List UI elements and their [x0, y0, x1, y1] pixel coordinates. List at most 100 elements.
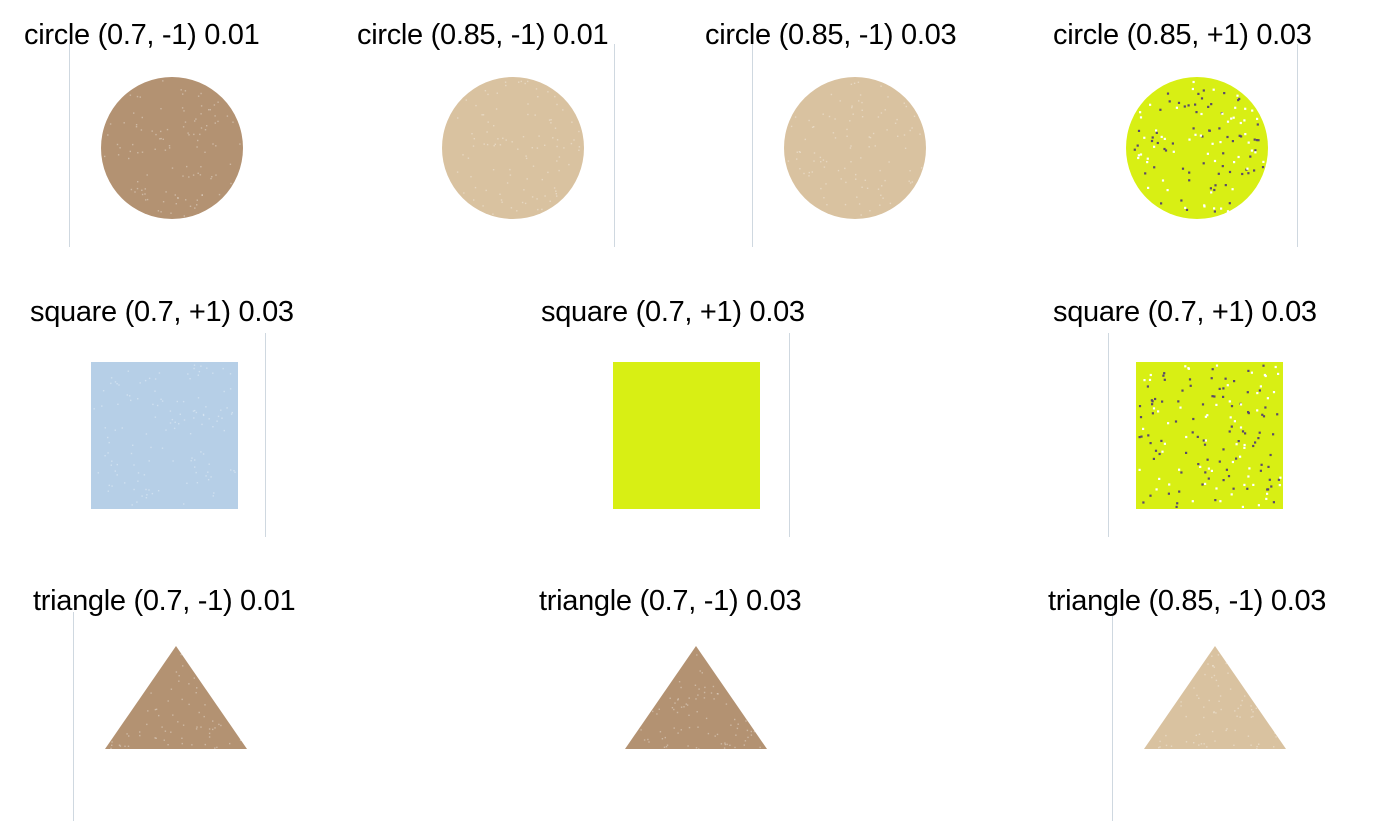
- speckle-dot: [473, 138, 475, 140]
- speckle-dot: [1239, 121, 1242, 125]
- speckle-dot: [1218, 387, 1221, 390]
- speckle-dot: [1241, 699, 1243, 702]
- speckle-dot: [1185, 435, 1188, 439]
- speckle-dot: [1225, 468, 1228, 471]
- speckle-dot: [852, 113, 854, 115]
- speckle-dot: [191, 744, 193, 746]
- speckle-dot: [828, 115, 831, 118]
- speckle-dot: [202, 413, 205, 416]
- speckle-dot: [126, 733, 128, 735]
- speckle-dot: [457, 117, 459, 119]
- speckle-dot: [851, 106, 853, 109]
- speckle-dot: [859, 94, 862, 96]
- speckle-dot: [858, 100, 860, 102]
- speckle-dot: [787, 160, 790, 162]
- speckle-dot: [1154, 449, 1158, 452]
- speckle-dot: [1150, 139, 1154, 143]
- speckle-dot: [558, 169, 560, 172]
- speckle-dot: [145, 199, 147, 201]
- cell-label: circle (0.85, -1) 0.01: [357, 19, 609, 51]
- speckle-dot: [201, 423, 203, 426]
- speckle-dot: [1161, 450, 1164, 453]
- speckle-dot: [1227, 672, 1229, 674]
- speckle-dot: [1246, 391, 1249, 394]
- speckle-dot: [1252, 715, 1254, 718]
- speckle-dot: [547, 171, 549, 174]
- speckle-dot: [743, 744, 745, 746]
- speckle-dot: [502, 137, 504, 139]
- speckle-dot: [1191, 500, 1194, 503]
- speckle-dot: [796, 158, 798, 160]
- speckle-dot: [1250, 371, 1253, 374]
- speckle-dot: [699, 670, 701, 672]
- speckle-dot: [213, 492, 215, 494]
- speckle-dot: [1161, 400, 1164, 403]
- speckle-dot: [133, 464, 135, 466]
- speckle-dot: [1187, 104, 1190, 107]
- speckle-dot: [523, 189, 525, 191]
- speckle-dot: [813, 160, 815, 162]
- speckle-dot: [467, 157, 470, 159]
- speckle-dot: [1142, 501, 1145, 504]
- speckle-dot: [482, 114, 485, 116]
- speckle-dot: [556, 145, 558, 148]
- speckle-dot: [487, 121, 489, 123]
- speckle-dot: [1159, 108, 1162, 111]
- speckle-dot: [162, 80, 164, 82]
- speckle-dot: [510, 207, 513, 209]
- speckle-dot: [1176, 502, 1179, 505]
- speckle-dot: [141, 495, 143, 497]
- speckle-dot: [844, 203, 847, 206]
- speckle-dot: [1213, 159, 1217, 163]
- speckle-dot: [894, 122, 897, 124]
- speckle-dot: [550, 122, 552, 124]
- speckle-dot: [135, 126, 138, 128]
- speckle-dot: [1264, 406, 1267, 409]
- speckle-dot: [108, 484, 110, 487]
- speckle-dot: [214, 122, 216, 124]
- speckle-dot: [1213, 395, 1216, 398]
- speckle-dot: [794, 116, 797, 118]
- speckle-dot: [146, 494, 148, 496]
- speckle-dot: [1202, 89, 1205, 92]
- speckle-dot: [160, 211, 162, 213]
- speckle-dot: [534, 114, 536, 116]
- speckle-dot: [139, 382, 141, 384]
- speckle-dot: [102, 390, 105, 392]
- speckle-dot: [205, 475, 207, 477]
- speckle-dot: [1194, 133, 1197, 136]
- speckle-dot: [205, 406, 207, 408]
- speckle-dot: [796, 151, 798, 153]
- speckle-dot: [486, 131, 488, 133]
- speckle-dot: [183, 419, 186, 421]
- speckle-dot: [541, 178, 543, 181]
- speckle-dot: [155, 133, 157, 136]
- speckle-dot: [492, 213, 494, 215]
- speckle-dot: [1149, 373, 1152, 377]
- speckle-dot: [188, 683, 190, 685]
- speckle-dot: [677, 699, 679, 701]
- speckle-dot: [1237, 99, 1240, 102]
- speckle-dot: [192, 174, 195, 176]
- speckle-dot: [1198, 733, 1201, 735]
- speckle-dot: [556, 160, 558, 162]
- speckle-dot: [813, 152, 816, 154]
- speckle-dot: [1193, 687, 1195, 689]
- speckle-dot: [518, 81, 520, 83]
- speckle-dot: [716, 693, 719, 695]
- speckle-dot: [506, 182, 509, 184]
- speckle-dot: [1158, 452, 1161, 456]
- speckle-dot: [683, 706, 685, 708]
- speckle-dot: [1187, 367, 1190, 370]
- speckle-dot: [1139, 111, 1142, 114]
- speckle-dot: [110, 464, 112, 466]
- speckle-dot: [1206, 152, 1209, 155]
- speckle-dot: [1138, 405, 1142, 408]
- speckle-dot: [199, 133, 201, 136]
- speckle-dot: [187, 373, 189, 375]
- speckle-dot: [884, 179, 886, 182]
- speckle-dot: [481, 114, 483, 116]
- speckle-dot: [1146, 157, 1149, 160]
- speckle-dot: [140, 129, 143, 131]
- speckle-dot: [1199, 134, 1202, 137]
